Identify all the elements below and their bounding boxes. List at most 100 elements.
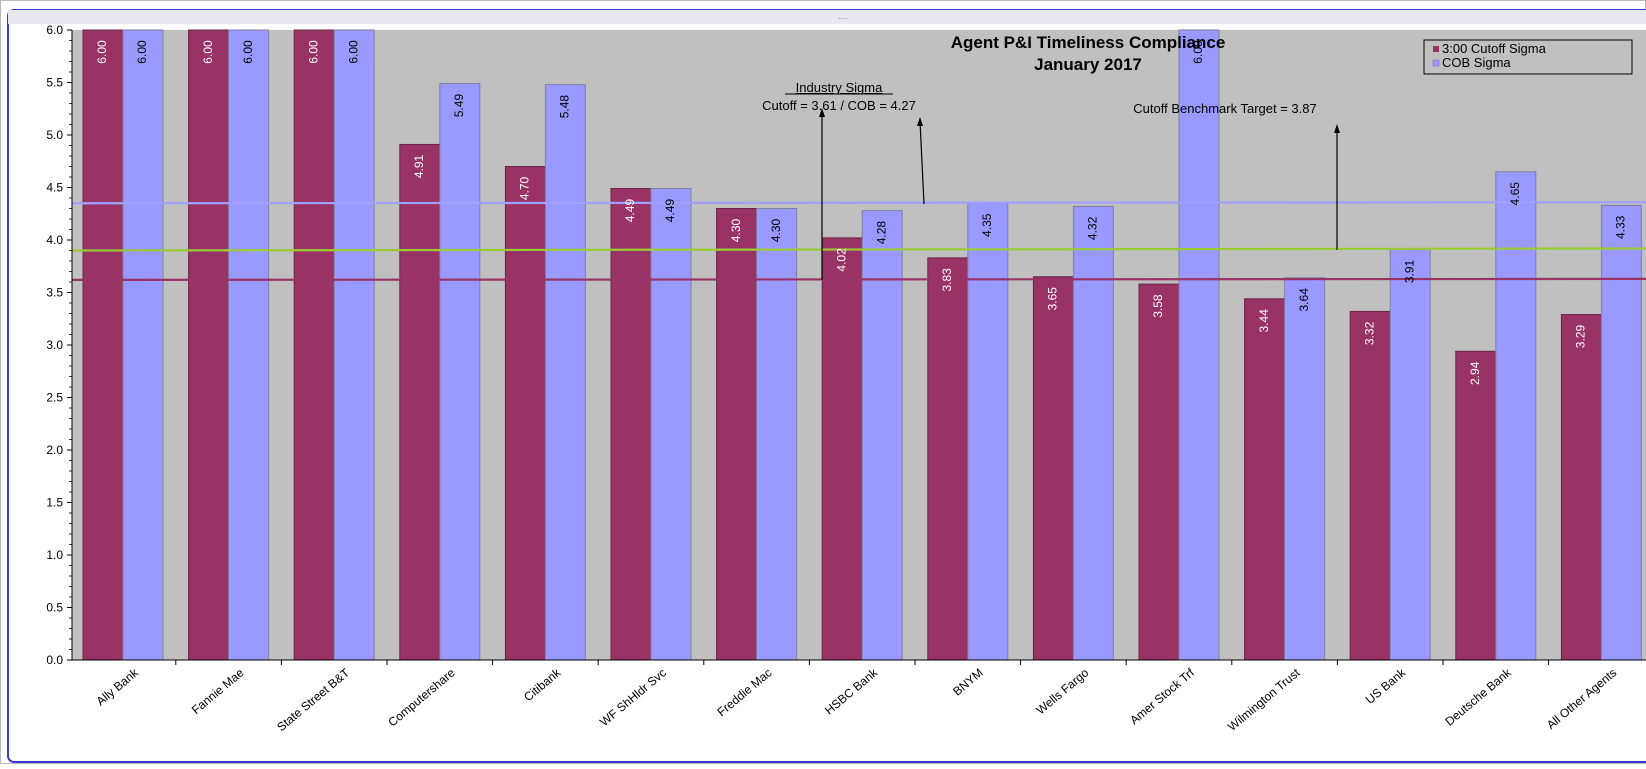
- bar-value-label: 3.64: [1297, 288, 1311, 312]
- bar-value-label: 3.29: [1574, 325, 1588, 349]
- y-axis-ticks: 0.0 0.5 1.0 1.5 2.0 2.5 3.0 3.5 4.0 4.5 5.0 5.5 6.0: [46, 23, 72, 667]
- bar-cutoff-sigma: [1560, 314, 1602, 661]
- bar-value-label: 3.83: [940, 268, 954, 292]
- bar-value-label: 4.49: [663, 199, 677, 223]
- bar-value-label: 4.30: [769, 218, 783, 242]
- legend-label-cutoff: 3:00 Cutoff Sigma: [1442, 41, 1547, 56]
- bar-cutoff-sigma: [504, 166, 546, 661]
- chart-title: Agent P&I Timeliness Compliance: [951, 33, 1226, 52]
- chart-subtitle: January 2017: [1034, 55, 1142, 74]
- reference-line: [71, 277, 1646, 281]
- arrow-cutoff-head: [819, 108, 825, 117]
- bar-value-label: 3.58: [1151, 294, 1165, 318]
- bar-value-label: 4.49: [623, 199, 637, 223]
- bar-cutoff-sigma: [927, 257, 969, 661]
- bar-cob-sigma: [650, 188, 692, 661]
- bar-value-label: 3.32: [1362, 321, 1376, 345]
- arrow-cob-line: [919, 120, 925, 205]
- y-tick-label: 1.0: [46, 548, 63, 562]
- bar-value-label: 6.00: [346, 40, 360, 64]
- bar-cutoff-sigma: [610, 188, 652, 661]
- bar-cutoff-sigma: [1349, 310, 1391, 661]
- y-tick-label: 5.5: [46, 76, 63, 90]
- arrow-benchmark-head: [1334, 124, 1340, 133]
- bar-value-label: 4.33: [1614, 215, 1628, 239]
- bar-cob-sigma: [1389, 248, 1431, 661]
- bar-value-label: 4.30: [729, 218, 743, 242]
- bar-value-label: 6.00: [201, 40, 215, 64]
- bar-cutoff-sigma: [82, 29, 124, 661]
- bar-value-label: 4.02: [834, 248, 848, 272]
- y-tick-label: 0.5: [46, 601, 63, 615]
- bar-cob-sigma: [122, 29, 164, 661]
- frame-grip-icon[interactable]: ....: [838, 11, 848, 21]
- bar-value-label: 3.65: [1046, 287, 1060, 311]
- annotation-benchmark-text: Cutoff Benchmark Target = 3.87: [1133, 101, 1316, 116]
- legend: 3:00 Cutoff Sigma COB Sigma: [1423, 39, 1633, 75]
- y-tick-label: 0.0: [46, 653, 63, 667]
- bar-labels-layer: 6.00 6.00 6.00 6.00 6.00 6.00 4.91 5.49 4.70 5.48…: [95, 40, 1627, 385]
- bar-cob-sigma: [1495, 171, 1537, 661]
- bar-cob-sigma: [1072, 205, 1114, 661]
- y-tick-label: 4.5: [46, 181, 63, 195]
- bar-value-label: 4.91: [412, 154, 426, 178]
- bar-cutoff-sigma: [1032, 276, 1074, 661]
- bar-value-label: 6.00: [135, 40, 149, 64]
- bar-cob-sigma: [756, 208, 798, 661]
- bar-value-label: 5.49: [452, 94, 466, 118]
- y-tick-label: 6.0: [46, 23, 63, 37]
- bar-cob-sigma: [333, 29, 375, 661]
- legend-swatch-cutoff: [1433, 46, 1439, 52]
- bar-cob-sigma: [544, 84, 586, 661]
- y-tick-label: 4.0: [46, 233, 63, 247]
- bar-cutoff-sigma: [821, 237, 863, 661]
- bar-value-label: 2.94: [1468, 361, 1482, 385]
- annotation-industry-title: Industry Sigma: [796, 80, 883, 95]
- bar-value-label: 4.70: [518, 176, 532, 200]
- frame-top-strip: [8, 10, 1646, 24]
- bar-value-label: 5.48: [558, 95, 572, 119]
- bar-value-label: 6.00: [306, 40, 320, 64]
- arrow-cob-head: [917, 117, 923, 126]
- bar-value-label: 4.28: [874, 221, 888, 245]
- bar-cutoff-sigma: [188, 29, 230, 661]
- bar-cutoff-sigma: [399, 143, 441, 661]
- legend-swatch-cob: [1432, 59, 1440, 67]
- bar-cob-sigma: [967, 202, 1009, 661]
- bar-value-label: 4.35: [980, 213, 994, 237]
- bar-value-label: 6.00: [241, 40, 255, 64]
- bar-cutoff-sigma: [716, 208, 758, 661]
- y-tick-label: 1.5: [46, 496, 63, 510]
- y-tick-label: 2.5: [46, 391, 63, 405]
- annotation-industry-text: Cutoff = 3.61 / COB = 4.27: [762, 98, 916, 113]
- y-tick-label: 3.0: [46, 338, 63, 352]
- annotations: Industry Sigma Cutoff = 3.61 / COB = 4.2…: [762, 80, 1340, 280]
- bar-value-label: 6.00: [95, 40, 109, 64]
- bar-value-label: 6.00: [1191, 40, 1205, 64]
- bar-value-label: 3.91: [1402, 259, 1416, 283]
- bar-value-label: 4.32: [1086, 216, 1100, 240]
- bar-value-label: 4.65: [1508, 182, 1522, 206]
- y-tick-label: 3.5: [46, 286, 63, 300]
- reference-lines: [71, 201, 1646, 281]
- legend-label-cob: COB Sigma: [1442, 55, 1511, 70]
- y-tick-label: 5.0: [46, 128, 63, 142]
- bar-cutoff-sigma: [1138, 283, 1180, 661]
- bar-cob-sigma: [439, 83, 481, 661]
- reference-line: [71, 201, 1646, 205]
- bar-cob-sigma: [1284, 277, 1326, 661]
- bar-value-label: 3.44: [1257, 309, 1271, 333]
- bar-cutoff-sigma: [1455, 350, 1497, 661]
- bar-cob-sigma: [1600, 204, 1642, 661]
- bar-cob-sigma: [1178, 29, 1220, 661]
- legend-box: [1423, 39, 1633, 75]
- bar-cob-sigma: [228, 29, 270, 661]
- bar-cutoff-sigma: [1244, 298, 1286, 661]
- bar-cob-sigma: [861, 210, 903, 661]
- reference-line: [71, 247, 1646, 252]
- bars-layer: [82, 29, 1642, 661]
- bar-cutoff-sigma: [293, 29, 335, 661]
- y-tick-label: 2.0: [46, 443, 63, 457]
